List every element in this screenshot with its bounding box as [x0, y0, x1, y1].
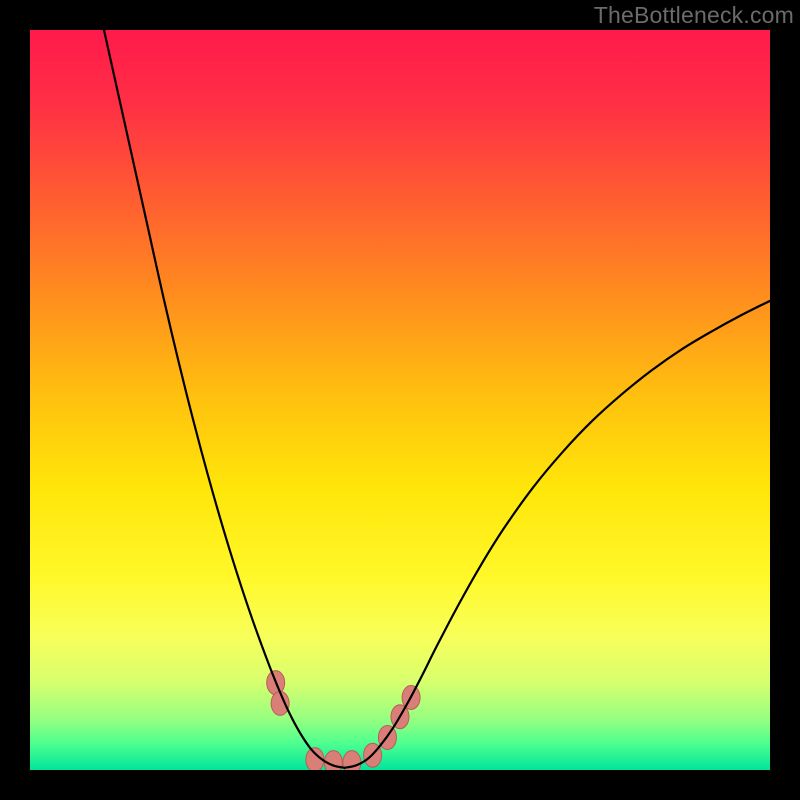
watermark-text: TheBottleneck.com	[594, 2, 794, 29]
curves-layer	[30, 30, 770, 770]
chart-container: { "figure": { "type": "line", "canvas": …	[0, 0, 800, 800]
curve-left	[104, 30, 345, 768]
plot-area	[30, 30, 770, 770]
